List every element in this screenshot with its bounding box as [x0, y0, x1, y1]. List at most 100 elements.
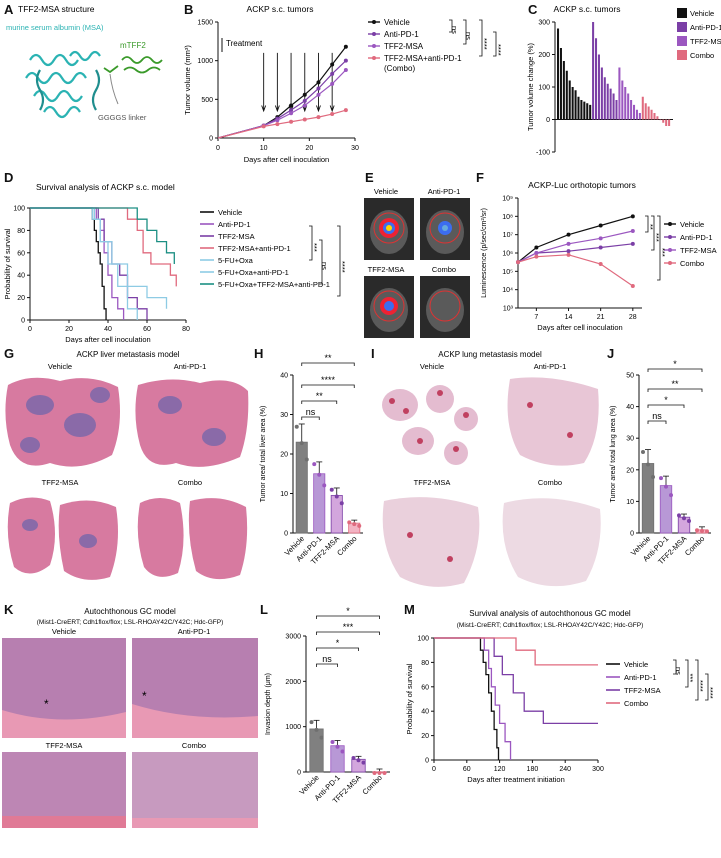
- c-bar: [595, 38, 598, 120]
- d-legend-label: 5-FU+Oxa: [218, 256, 254, 265]
- f-ytick-label: 10⁸: [502, 214, 513, 221]
- j-dot: [669, 493, 673, 498]
- b-legend-label: Anti-PD-1: [384, 30, 419, 39]
- c-bar: [659, 119, 662, 121]
- panel-label-i: I: [371, 346, 375, 361]
- c-bar: [644, 103, 647, 120]
- h-ylabel: Tumor area/ total liver area (%): [260, 406, 267, 503]
- c-bar: [633, 104, 636, 120]
- panel-label-h: H: [254, 346, 264, 361]
- h-ytick-label: 40: [280, 373, 288, 380]
- k-image-vehicle: *: [2, 638, 126, 738]
- d-ytick-label: 40: [17, 273, 25, 280]
- l-dot: [372, 771, 377, 775]
- j-sig-1-label: ns: [652, 411, 662, 421]
- f-point: [566, 252, 571, 257]
- d-series-step: [30, 207, 138, 320]
- b-xtick-label: 10: [260, 145, 268, 152]
- h-ytick-label: 30: [280, 412, 288, 419]
- l-dot: [361, 760, 366, 765]
- m-legend-label: Combo: [624, 699, 648, 708]
- k-subtitle: (Mist1-CreERT; Cdh1flox/flox; LSL-RHOAY4…: [37, 619, 224, 626]
- f-sig-2-bracket: [651, 215, 655, 251]
- g-label-combo: Combo: [178, 478, 202, 487]
- j-dot: [664, 484, 668, 489]
- b-point: [330, 71, 335, 76]
- f-point: [534, 254, 539, 259]
- panel-k-histology: Autochthonous GC model (Mist1-CreERT; Cd…: [2, 607, 258, 828]
- d-xlabel: Days after cell inoculation: [65, 335, 150, 343]
- m-legend-label: TFF2-MSA: [624, 686, 661, 695]
- linker-label: GGGGS linker: [98, 113, 147, 122]
- f-series-line: [517, 254, 634, 287]
- l-ytick-label: 1000: [285, 724, 301, 731]
- panel-label-d: D: [4, 170, 14, 185]
- d-series-step: [30, 207, 177, 287]
- c-legend-swatch: [677, 36, 687, 46]
- j-dot: [682, 516, 686, 521]
- f-xlabel: Days after cell inoculation: [537, 323, 622, 332]
- b-legend-marker: [372, 56, 376, 60]
- c-bar: [668, 119, 671, 126]
- j-xtick-label: Combo: [683, 534, 706, 557]
- j-sig-2-label: *: [664, 395, 668, 405]
- h-ytick-label: 10: [280, 491, 288, 498]
- m-xtick-label: 0: [432, 766, 436, 773]
- l-sig-1-bracket: [316, 663, 338, 667]
- j-dot: [677, 513, 681, 518]
- m-xtick-label: 180: [527, 766, 539, 773]
- d-xtick-label: 20: [65, 326, 73, 333]
- h-ytick-label: 20: [280, 452, 288, 459]
- m-ytick-label: 80: [421, 660, 429, 667]
- msa-label: murine serum albumin (MSA): [6, 23, 104, 32]
- b-point: [343, 44, 348, 49]
- c-bar: [615, 100, 618, 120]
- g-title: ACKP liver metastasis model: [77, 350, 180, 359]
- l-dot: [319, 735, 324, 740]
- d-series-step: [30, 207, 168, 309]
- j-sig-3-label: **: [671, 379, 679, 389]
- m-ytick-label: 60: [421, 684, 429, 691]
- m-legend-label: Vehicle: [624, 660, 648, 669]
- h-dot: [317, 472, 322, 477]
- l-sig-2-label: *: [336, 638, 340, 648]
- f-legend-marker: [668, 261, 672, 265]
- panel-a-structure: TFF2-MSA structure murine serum albumin …: [6, 4, 163, 122]
- l-ylabel: Invasion depth (μm): [265, 673, 272, 735]
- c-bar: [609, 88, 612, 120]
- d-legend-label: Anti-PD-1: [218, 220, 251, 229]
- d-ylabel: Probability of survival: [3, 228, 12, 299]
- b-point: [316, 80, 321, 85]
- f-point: [534, 251, 539, 255]
- c-legend-label: TFF2-MSA: [690, 37, 721, 46]
- panel-label-e: E: [365, 170, 374, 185]
- c-bar: [650, 109, 653, 120]
- f-point: [516, 260, 520, 265]
- l-ytick-label: 3000: [285, 634, 301, 641]
- c-title: ACKP s.c. tumors: [554, 4, 621, 14]
- c-legend-swatch: [677, 50, 687, 60]
- d-sig-3-bracket: [337, 225, 341, 297]
- panel-a-title: TFF2-MSA structure: [18, 4, 95, 14]
- k-star-antipd1: *: [142, 689, 147, 703]
- b-legend-marker: [372, 32, 376, 36]
- l-ytick-label: 2000: [285, 679, 301, 686]
- c-bar: [635, 109, 638, 120]
- m-sig-3-label: ****: [696, 680, 705, 692]
- f-point: [598, 236, 603, 241]
- m-xtick-label: 120: [494, 766, 506, 773]
- panel-c-chart: ACKP s.c. tumors -100 0 100 200 300 Tumor volu…: [526, 4, 721, 157]
- c-ytick-label: 300: [538, 20, 550, 27]
- m-xtick-label: 240: [559, 766, 571, 773]
- g-image-vehicle: [5, 377, 120, 467]
- b-sig-2-label: ns: [464, 32, 473, 40]
- j-bar: [659, 485, 673, 534]
- j-sig-1-bracket: [647, 420, 667, 424]
- j-bar: [641, 463, 655, 534]
- m-ytick-label: 40: [421, 709, 429, 716]
- b-point: [275, 118, 280, 123]
- mtff2-label: mTFF2: [120, 41, 146, 50]
- m-legend-label: Anti-PD-1: [624, 673, 657, 682]
- panel-m-chart: Survival analysis of autochthonous GC mo…: [405, 609, 715, 784]
- f-sig-1-label: **: [646, 224, 655, 230]
